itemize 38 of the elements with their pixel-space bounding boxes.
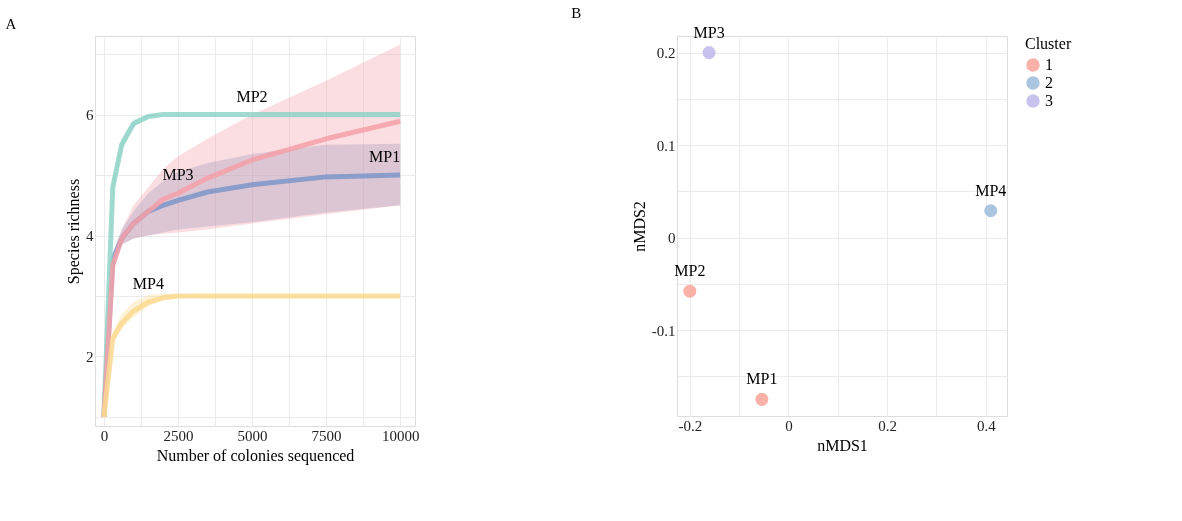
annotation: MP3 bbox=[693, 23, 725, 41]
legend-label: 1 bbox=[1045, 56, 1053, 73]
y-axis-title: nMDS2 bbox=[630, 201, 648, 252]
y-tick-label: 4 bbox=[86, 228, 94, 245]
x-tick-label: 2500 bbox=[163, 427, 194, 444]
series-label: MP3 bbox=[162, 166, 194, 184]
annotation: MP2 bbox=[674, 262, 706, 280]
x-axis-title: nMDS1 bbox=[817, 436, 868, 454]
legend-label: 2 bbox=[1045, 74, 1053, 91]
series-label: MP1 bbox=[369, 148, 401, 166]
legend-label: 3 bbox=[1045, 92, 1053, 109]
y-axis-title: Species richness bbox=[65, 178, 83, 285]
y-tick-label: 0 bbox=[668, 230, 676, 247]
legend-title: Cluster bbox=[1025, 35, 1072, 52]
x-tick-label: 10000 bbox=[381, 427, 420, 444]
x-tick-label: -0.2 bbox=[678, 417, 703, 434]
point bbox=[683, 284, 697, 298]
chart-title: A bbox=[5, 16, 17, 32]
x-tick-label: 7500 bbox=[311, 427, 342, 444]
point bbox=[702, 46, 716, 60]
x-tick-label: 0 bbox=[785, 417, 793, 434]
point bbox=[755, 392, 769, 406]
point bbox=[984, 204, 998, 218]
x-tick-label: 5000 bbox=[237, 427, 268, 444]
y-tick-label: 6 bbox=[86, 107, 94, 124]
x-tick-label: 0.2 bbox=[878, 417, 898, 434]
x-tick-label: 0 bbox=[100, 427, 109, 444]
x-axis-title: Number of colonies sequenced bbox=[156, 446, 355, 465]
y-tick-label: 2 bbox=[86, 348, 94, 365]
series-label: MP2 bbox=[236, 87, 268, 105]
x-tick-label: 0.4 bbox=[976, 417, 997, 434]
annotation: MP1 bbox=[746, 370, 778, 388]
chart-title: B bbox=[571, 4, 582, 21]
y-tick-label: 0.2 bbox=[656, 45, 676, 62]
annotation: MP4 bbox=[975, 181, 1007, 199]
y-tick-label: 0.1 bbox=[656, 137, 676, 154]
series-label: MP4 bbox=[132, 275, 164, 293]
y-tick-label: -0.1 bbox=[651, 322, 676, 339]
